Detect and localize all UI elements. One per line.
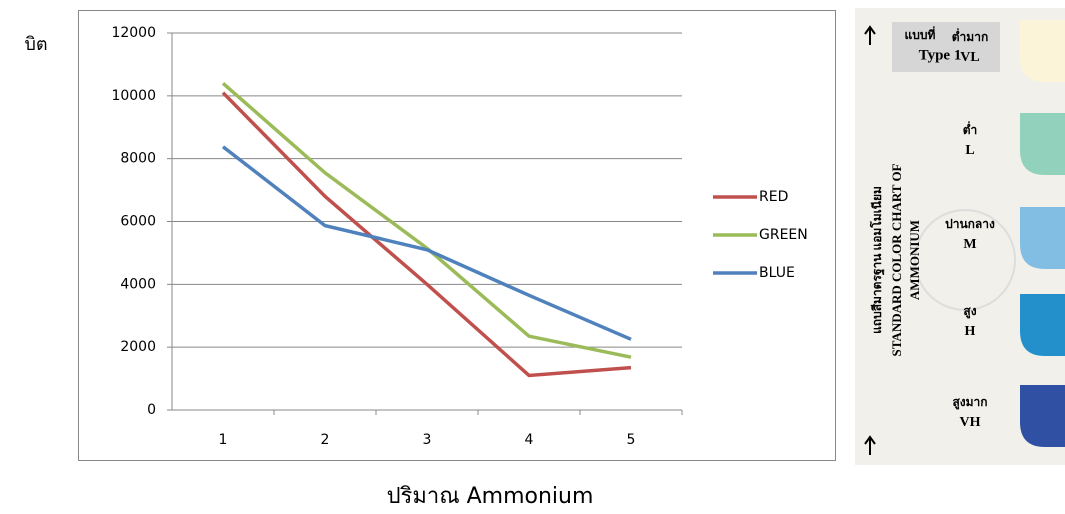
color-swatch [1020, 207, 1065, 269]
y-tick-label: 6000 [120, 214, 156, 230]
y-tick-label: 4000 [120, 276, 156, 292]
level-th: ปานกลาง [945, 217, 995, 231]
card-title-th: แถบสีมาตรฐาน แอมโมเนียม [869, 186, 885, 334]
legend-label: BLUE [759, 265, 795, 281]
y-tick-label: 8000 [120, 151, 156, 167]
x-tick-label: 5 [627, 432, 636, 448]
level-en: L [965, 143, 974, 158]
color-swatch [1020, 385, 1065, 447]
arrow [864, 25, 876, 45]
x-tick-label: 4 [525, 432, 534, 448]
x-tick-label: 3 [423, 432, 432, 448]
level-en: VL [960, 50, 979, 65]
chart-frame [78, 10, 836, 461]
legend-label: RED [759, 189, 788, 205]
legend-label: GREEN [759, 227, 808, 243]
x-axis-label: ปริมาณ Ammonium [387, 484, 594, 509]
y-tick-label: 2000 [120, 339, 156, 355]
type-en: Type 1 [919, 47, 962, 63]
y-tick-label: 10000 [111, 88, 156, 104]
color-card: แบบที่ Type 1 แถบสีมาตรฐาน แอมโมเนียม ST… [855, 8, 1065, 465]
color-swatch [1020, 294, 1065, 356]
level-th: ต่ำมาก [952, 28, 988, 44]
series-line [221, 91, 632, 378]
level-en: H [965, 324, 976, 339]
y-tick-label: 0 [147, 402, 156, 418]
y-tick-label: 12000 [111, 25, 156, 41]
level-th: สูง [963, 304, 976, 319]
level-th: ต่ำ [963, 121, 978, 137]
level-en: VH [960, 415, 981, 430]
type-box [892, 22, 1000, 72]
x-tick-label: 2 [321, 432, 330, 448]
series-line [221, 145, 632, 341]
seal [914, 209, 1016, 311]
level-th: สูงมาก [952, 395, 987, 410]
level-en: M [963, 237, 976, 252]
card-title-en2: AMMONIUM [907, 220, 922, 300]
y-axis-label: บิต [24, 34, 47, 55]
color-swatch [1020, 113, 1065, 175]
color-swatch [1020, 20, 1065, 82]
type-th: แบบที่ [905, 26, 936, 42]
x-tick-label: 1 [219, 432, 228, 448]
card-title-en: STANDARD COLOR CHART OF [889, 163, 904, 356]
arrow [864, 435, 876, 455]
